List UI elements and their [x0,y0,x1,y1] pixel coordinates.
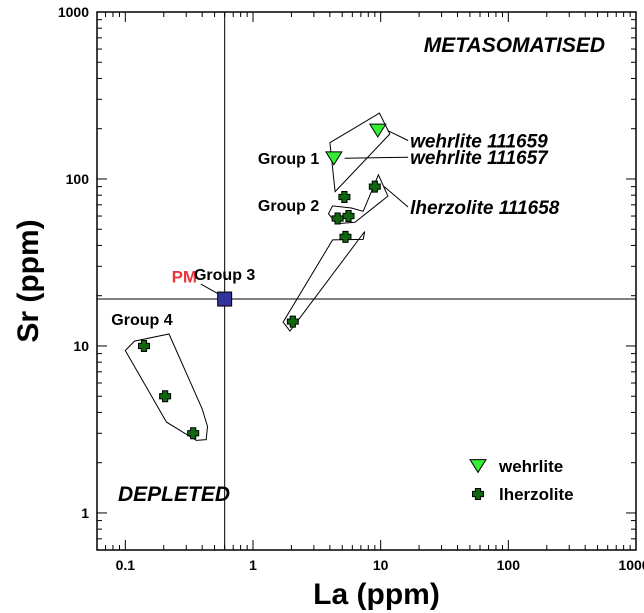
plot-border [96,11,637,551]
legend-label: wehrlite [498,457,563,476]
x-tick-label: 10 [373,557,389,573]
annotation-leader [387,130,409,141]
wehrlite-point [368,123,387,138]
sample-annotation: wehrlite 111659 [410,132,548,153]
y-tick-label: 1 [81,505,89,521]
x-tick-label: 0.1 [116,557,136,573]
lherzolite-point [339,230,352,243]
region-label-depleted: DEPLETED [118,483,230,506]
region-label-metasomatised: METASOMATISED [424,34,605,57]
sample-annotation: lherzolite 111658 [410,198,560,219]
group-outline [327,173,389,225]
legend-lherzolite-marker [472,488,484,500]
legend-wehrlite-marker [469,459,487,474]
x-tick-label: 1000 [618,557,644,573]
pm-label: PM [172,268,198,287]
lherzolite-point [159,390,172,403]
sample-annotation: wehrlite 111657 [410,148,549,169]
lherzolite-point [368,180,381,193]
x-tick-label: 1 [249,557,257,573]
group-label: Group 2 [258,198,319,215]
pm-leader-line [200,283,219,295]
lherzolite-point [286,315,299,328]
plot-frame: 0.1 1 10 100 1000 1 10 100 1000 La (ppm) Sr (ppm) [12,4,644,611]
data-points [137,123,387,440]
group-label: Group 1 [258,151,319,168]
x-tick-label: 100 [497,557,521,573]
y-tick-label: 100 [66,171,90,187]
annotation-leader [383,186,409,208]
lherzolite-point [338,191,351,204]
lherzolite-point [342,210,355,223]
wehrlite-point [324,151,343,166]
group-label: Group 3 [194,267,255,284]
group-outline [124,333,209,441]
lherzolite-point [187,427,200,440]
x-axis-title: La (ppm) [313,578,440,611]
group-label: Group 4 [111,312,172,329]
group-outline [282,231,366,332]
y-tick-label: 10 [73,338,89,354]
lherzolite-point [137,339,150,352]
y-tick-label: 1000 [58,4,89,20]
legend-label: lherzolite [499,485,574,504]
leader-lines [200,130,409,295]
pm-marker [217,291,233,307]
y-axis-title: Sr (ppm) [12,219,45,342]
chart-text: PM Group 1 Group 2 Group 3 Group 4 wehrlite 1… [111,34,605,506]
reference-lines [97,12,636,550]
annotation-leader [344,156,409,159]
lherzolite-point [331,212,344,225]
